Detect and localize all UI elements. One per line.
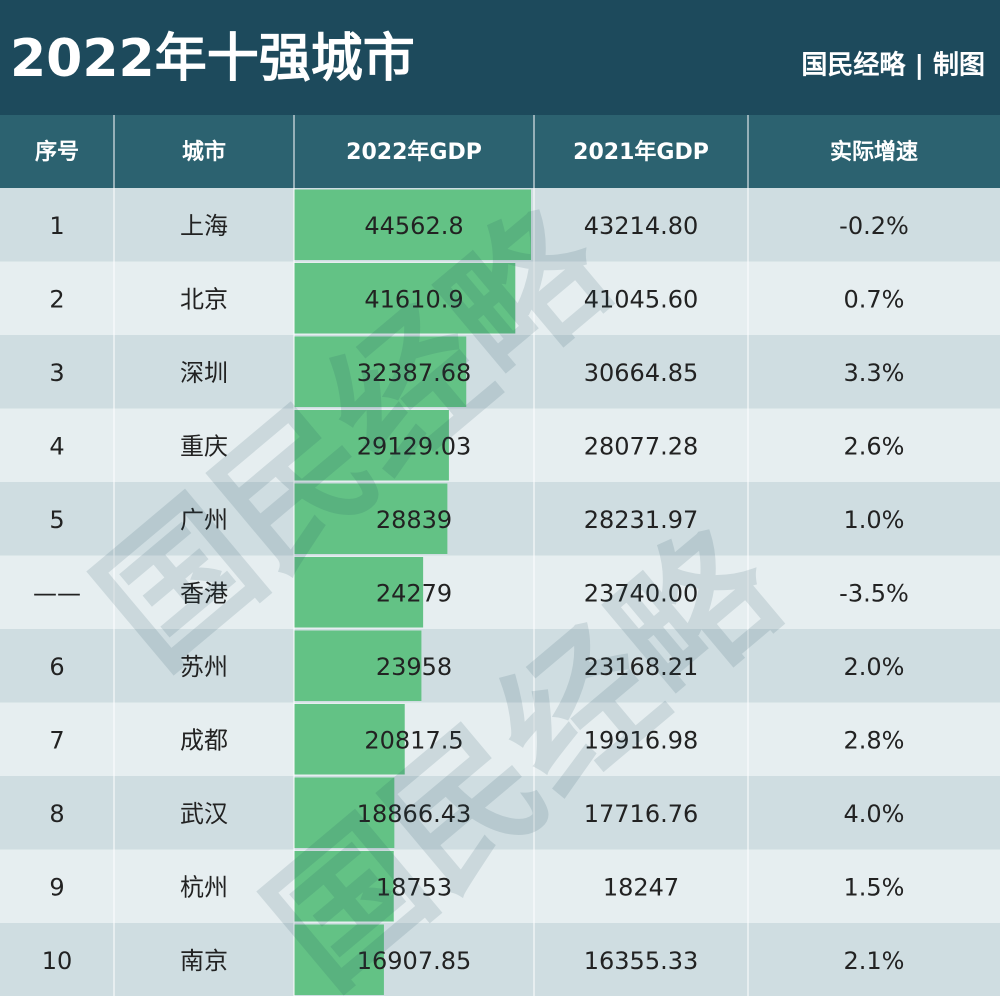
cell: 武汉 (180, 800, 228, 828)
cell: -0.2% (839, 212, 909, 240)
cell: 29129.03 (357, 432, 472, 460)
table-body: 1 上海 44562.8 43214.80 -0.2% 2 北京 41610.9 41045.6… (0, 115, 1000, 996)
cell: 20817.5 (364, 726, 463, 754)
gdp-bar (294, 777, 395, 848)
row-bg (0, 923, 1000, 996)
gdp-bar (294, 924, 384, 995)
column-header: 实际增速 (830, 139, 918, 165)
row-bg (0, 555, 1000, 629)
cell: 3.3% (844, 359, 905, 387)
row-bg (0, 482, 1000, 556)
row-bg (0, 629, 1000, 703)
cell: —— (33, 579, 81, 607)
cell: 5 (49, 506, 64, 534)
row-bg (0, 702, 1000, 776)
cell: 4.0% (844, 800, 905, 828)
cell: 28231.97 (584, 506, 699, 534)
cell: 2.8% (844, 726, 905, 754)
gdp-bar (294, 557, 424, 628)
cell: 广州 (180, 506, 228, 534)
cell: 3 (49, 359, 64, 387)
cell: 30664.85 (584, 359, 699, 387)
gdp-bar (294, 263, 516, 334)
cell: 1.0% (844, 506, 905, 534)
gdp-bar (294, 189, 531, 260)
column-header-bg (0, 115, 1000, 188)
cell: 19916.98 (584, 726, 699, 754)
cell: 深圳 (180, 359, 228, 387)
cell: 北京 (180, 285, 228, 313)
cell: 上海 (180, 212, 228, 240)
column-header: 2022年GDP (346, 139, 482, 165)
cell: 18247 (603, 873, 679, 901)
cell: 杭州 (180, 873, 228, 901)
cell: 南京 (180, 947, 228, 975)
cell: 18753 (376, 873, 452, 901)
cell: 41610.9 (364, 285, 463, 313)
cell: 17716.76 (584, 800, 699, 828)
cell: 23958 (376, 653, 452, 681)
title: 2022年十强城市 (10, 29, 415, 89)
row-bg (0, 849, 1000, 923)
cell: 23740.00 (584, 579, 699, 607)
cell: 16907.85 (357, 947, 472, 975)
cell: 0.7% (844, 285, 905, 313)
cell: 1.5% (844, 873, 905, 901)
row-bg (0, 408, 1000, 482)
column-header: 序号 (35, 139, 79, 165)
cell: 4 (49, 432, 64, 460)
column-header: 城市 (182, 139, 226, 165)
cell: 24279 (376, 579, 452, 607)
header-bg (0, 0, 1000, 115)
row-bg (0, 335, 1000, 409)
cell: 苏州 (180, 653, 228, 681)
cell: 28077.28 (584, 432, 699, 460)
cell: 43214.80 (584, 212, 699, 240)
cell: 成都 (180, 726, 228, 754)
cell: 8 (49, 800, 64, 828)
gdp-bar (294, 410, 449, 481)
cell: 2.0% (844, 653, 905, 681)
cell: 32387.68 (357, 359, 472, 387)
cell: 6 (49, 653, 64, 681)
cell: 16355.33 (584, 947, 699, 975)
cell: 香港 (180, 579, 228, 607)
row-bg (0, 776, 1000, 850)
gdp-bar (294, 851, 394, 922)
gdp-bar (294, 336, 467, 407)
gdp-bar (294, 704, 405, 775)
cell: 10 (42, 947, 73, 975)
cell: 44562.8 (364, 212, 463, 240)
cell: 41045.60 (584, 285, 699, 313)
cell: 7 (49, 726, 64, 754)
column-header: 2021年GDP (573, 139, 709, 165)
cell: 23168.21 (584, 653, 699, 681)
cell: 18866.43 (357, 800, 472, 828)
gdp-bar (294, 483, 448, 554)
cell: 2.6% (844, 432, 905, 460)
cell: 2 (49, 285, 64, 313)
cell: 9 (49, 873, 64, 901)
gdp-bar (294, 630, 422, 701)
cell: 1 (49, 212, 64, 240)
cell: -3.5% (839, 579, 909, 607)
cell: 28839 (376, 506, 452, 534)
cell: 重庆 (180, 432, 228, 460)
cell: 2.1% (844, 947, 905, 975)
credit: 国民经略 | 制图 (801, 50, 985, 81)
